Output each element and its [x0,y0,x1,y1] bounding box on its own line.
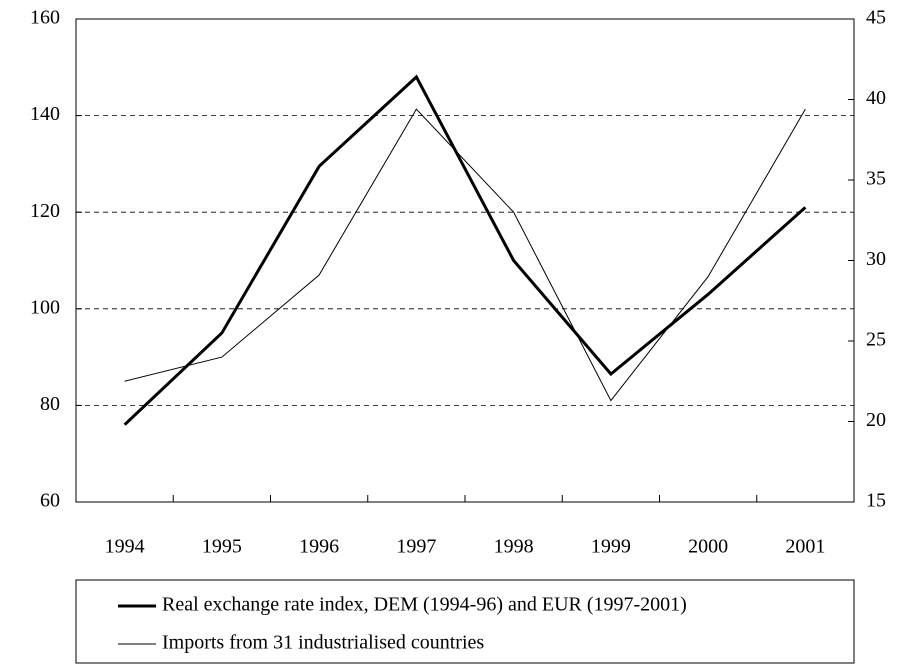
x-tick-label: 1995 [202,536,242,558]
plot-frame [75,18,855,503]
x-tick-label: 1997 [396,536,436,558]
y2-tick-label: 30 [866,248,886,270]
x-tick-label: 1996 [299,536,339,558]
y-tick-label: 80 [40,393,60,415]
y2-tick-label: 35 [866,168,886,190]
line-series [123,74,807,426]
y-tick-label: 60 [40,490,60,512]
y-tick-label: 100 [30,296,60,318]
line-series [124,108,806,402]
x-tick-label: 1999 [591,536,631,558]
y-tick-label: 160 [30,7,60,29]
y2-tick-label: 25 [866,329,886,351]
x-tick-label: 2001 [785,536,825,558]
legend-label: Imports from 31 industrialised countries [162,632,484,654]
legend-box [75,579,855,664]
y2-tick-label: 20 [866,409,886,431]
y2-tick-label: 45 [866,7,886,29]
y2-tick-label: 40 [866,87,886,109]
y-tick-label: 120 [30,200,60,222]
x-tick-label: 2000 [688,536,728,558]
y-tick-label: 140 [30,103,60,125]
x-tick-label: 1994 [105,536,145,558]
y2-tick-label: 15 [866,490,886,512]
legend-label: Real exchange rate index, DEM (1994-96) … [162,594,687,616]
x-tick-label: 1998 [494,536,534,558]
